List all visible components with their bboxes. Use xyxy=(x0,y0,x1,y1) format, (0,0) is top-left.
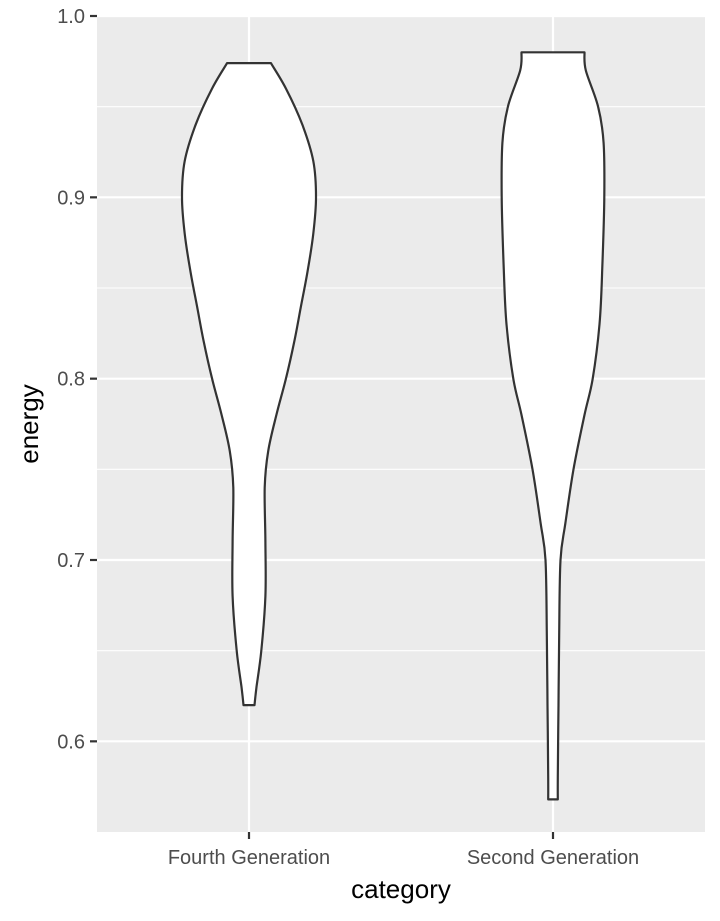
y-axis-title: energy xyxy=(14,384,44,464)
y-tick-label: 0.7 xyxy=(57,550,85,572)
y-axis: 0.6 0.7 0.8 0.9 1.0 xyxy=(57,6,97,753)
violin-2 xyxy=(500,51,606,801)
x-axis: Fourth Generation Second Generation xyxy=(168,832,639,869)
x-tick-label: Second Generation xyxy=(467,847,639,869)
plot-panel xyxy=(97,16,705,832)
y-tick-label: 0.6 xyxy=(57,731,85,753)
violins xyxy=(180,51,606,801)
x-axis-title: category xyxy=(351,874,451,904)
x-tick-label: Fourth Generation xyxy=(168,847,330,869)
y-tick-label: 1.0 xyxy=(57,6,85,28)
violin-1 xyxy=(180,62,318,707)
y-tick-label: 0.8 xyxy=(57,369,85,391)
y-tick-label: 0.9 xyxy=(57,187,85,209)
